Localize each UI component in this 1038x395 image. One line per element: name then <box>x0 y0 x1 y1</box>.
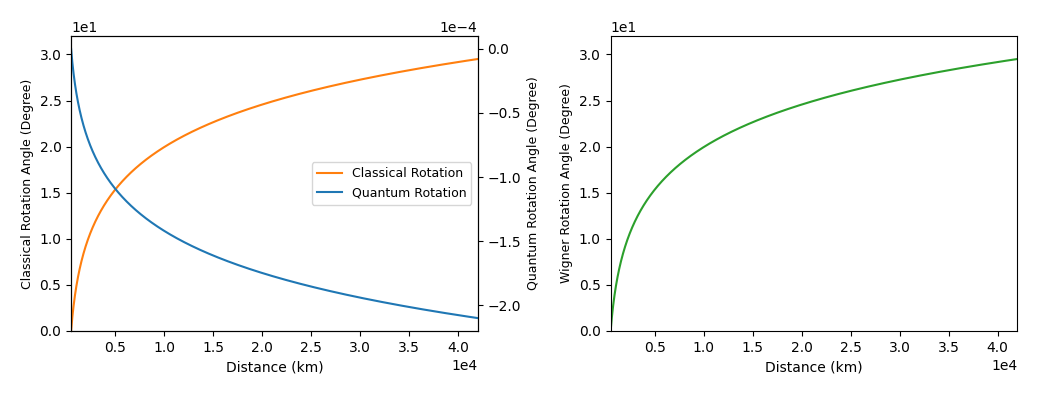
Legend: Classical Rotation, Quantum Rotation: Classical Rotation, Quantum Rotation <box>311 162 471 205</box>
Quantum Rotation <box>252 269 265 274</box>
Classical Rotation <box>252 103 265 108</box>
Y-axis label: Wigner Rotation Angle (Degree): Wigner Rotation Angle (Degree) <box>561 83 573 283</box>
Classical Rotation <box>460 58 472 63</box>
Line: Quantum Rotation: Quantum Rotation <box>72 49 477 318</box>
Classical Rotation <box>263 100 275 105</box>
Classical Rotation <box>85 227 98 232</box>
Quantum Rotation <box>65 47 78 51</box>
Line: Classical Rotation: Classical Rotation <box>72 59 477 331</box>
Quantum Rotation <box>460 314 472 319</box>
Quantum Rotation <box>85 147 98 152</box>
Classical Rotation <box>471 56 484 61</box>
Y-axis label: Classical Rotation Angle (Degree): Classical Rotation Angle (Degree) <box>21 78 34 289</box>
Y-axis label: Quantum Rotation Angle (Degree): Quantum Rotation Angle (Degree) <box>526 77 540 290</box>
Classical Rotation <box>385 71 398 76</box>
Classical Rotation <box>65 329 78 333</box>
X-axis label: Distance (km): Distance (km) <box>765 360 863 374</box>
Quantum Rotation <box>471 316 484 320</box>
X-axis label: Distance (km): Distance (km) <box>225 360 323 374</box>
Quantum Rotation <box>460 314 472 319</box>
Quantum Rotation <box>385 301 398 306</box>
Quantum Rotation <box>263 273 275 277</box>
Classical Rotation <box>460 58 472 63</box>
